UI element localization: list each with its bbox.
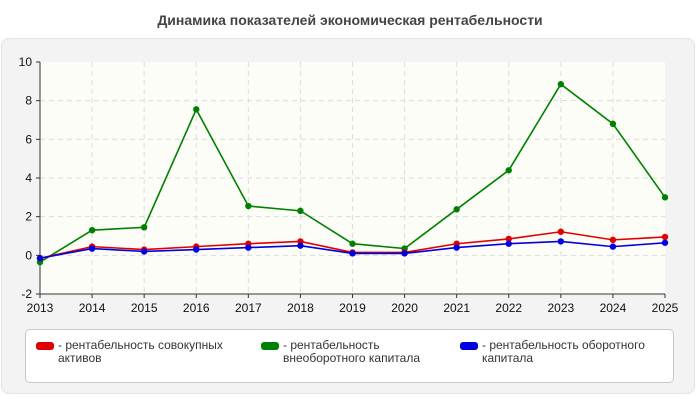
data-point [661, 233, 669, 241]
y-tick-label: 2 [25, 210, 32, 224]
x-tick-label: 2017 [235, 301, 262, 315]
data-point [609, 120, 617, 128]
legend-item-fixed-capital: - рентабельность внеоборотного капитала [261, 339, 451, 365]
legend-swatch-blue [460, 342, 478, 350]
data-point [193, 106, 200, 113]
data-point [661, 239, 669, 246]
x-tick-labels: 2013 2014 2015 2016 2017 2018 2019 2020 2021 2022… [27, 301, 679, 315]
y-tick-label: 10 [19, 55, 33, 69]
x-tick-label: 2022 [495, 301, 522, 315]
data-point [505, 235, 512, 243]
x-tick-label: 2016 [183, 301, 210, 315]
y-tick-label: 0 [25, 248, 32, 262]
data-point [453, 244, 460, 251]
x-tick-label: 2021 [443, 301, 470, 315]
x-tick-label: 2019 [339, 301, 366, 315]
legend-label: - рентабельность совокупных активов [58, 338, 223, 365]
data-point [557, 81, 565, 88]
data-point [453, 206, 460, 213]
x-tick-label: 2025 [652, 301, 679, 315]
data-point [557, 238, 565, 245]
y-tick-label: 6 [25, 132, 32, 146]
y-tick-label: -2 [21, 287, 32, 301]
chart-title: Динамика показателей экономическая рента… [157, 12, 543, 28]
data-point [349, 250, 356, 257]
data-point [609, 243, 617, 250]
legend-swatch-green [261, 342, 279, 350]
x-tick-label: 2020 [391, 301, 418, 315]
x-tick-label: 2018 [287, 301, 314, 315]
y-tick-labels: -2 0 2 4 6 8 10 [19, 55, 33, 301]
y-tick-label: 4 [25, 171, 32, 185]
legend-item-working-capital: - рентабельность оборотного капитала [460, 339, 670, 365]
data-point [349, 240, 356, 247]
y-tick-label: 8 [25, 94, 32, 108]
data-point [505, 240, 512, 247]
legend-swatch-red [36, 342, 54, 350]
data-point [609, 236, 617, 244]
data-point [557, 228, 565, 235]
data-point [140, 224, 148, 231]
legend-label: - рентабельность оборотного капитала [482, 338, 645, 365]
x-tick-label: 2024 [600, 301, 627, 315]
data-point [505, 167, 512, 174]
x-tick-label: 2023 [547, 301, 574, 315]
data-point [88, 245, 96, 252]
data-point [661, 194, 669, 201]
data-point [401, 250, 408, 257]
legend-item-total-assets: - рентабельность совокупных активов [36, 339, 251, 365]
data-point [245, 244, 252, 251]
data-point [88, 227, 96, 234]
data-point [245, 202, 252, 210]
data-point [140, 248, 148, 255]
data-point [297, 242, 304, 249]
x-tick-label: 2013 [27, 301, 54, 315]
data-point [36, 255, 44, 262]
x-tick-label: 2015 [131, 301, 158, 315]
data-point [297, 207, 304, 215]
legend: - рентабельность совокупных активов - ре… [25, 329, 674, 383]
series-lines [36, 81, 669, 266]
legend-label: - рентабельность внеоборотного капитала [283, 338, 420, 365]
x-tick-label: 2014 [79, 301, 106, 315]
data-point [193, 246, 200, 253]
